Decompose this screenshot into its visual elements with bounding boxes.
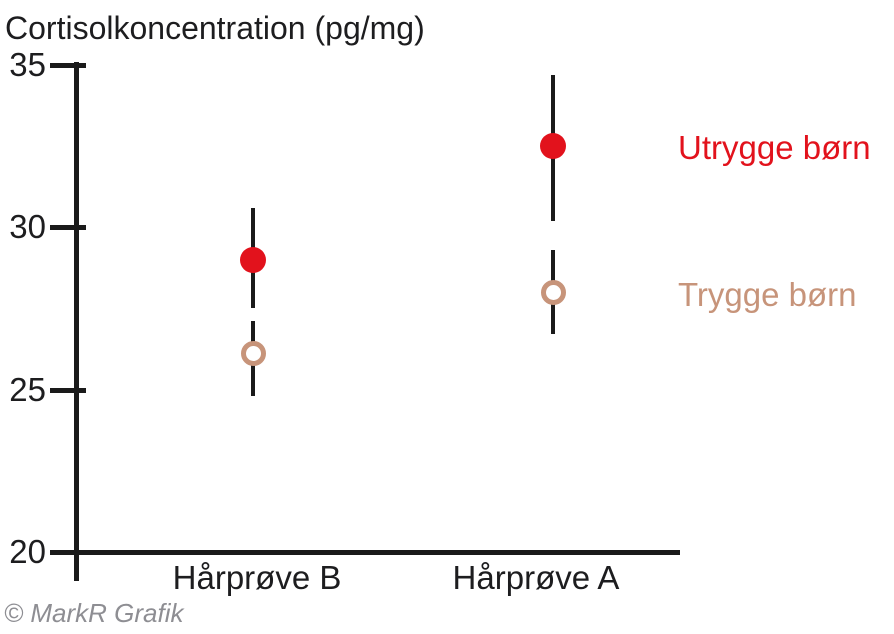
y-tick-label-20: 20: [9, 533, 46, 570]
x-category-label-harprove-a: Hårprøve A: [452, 559, 620, 596]
y-tick-label-35: 35: [9, 46, 46, 83]
y-tick-mark-30: [50, 225, 86, 231]
legend-label-trygge-born: Trygge børn: [678, 276, 857, 313]
y-tick-mark-35: [50, 63, 86, 68]
copyright-text: © MarkR Grafik: [4, 598, 184, 628]
y-tick-label-25: 25: [9, 370, 46, 408]
open-circle-trygge-born-harprove-a: [540, 279, 566, 305]
y-tick-label-30: 30: [9, 208, 46, 246]
x-category-label-harprove-b: Hårprøve B: [172, 559, 342, 596]
filled-circle-utrygge-born-harprove-b: [240, 246, 266, 273]
chart-title: Cortisolkoncentration (pg/mg): [5, 10, 425, 46]
y-tick-mark-20: [50, 550, 86, 555]
y-axis-line: [74, 62, 79, 581]
filled-circle-utrygge-born-harprove-a: [540, 133, 566, 160]
open-circle-trygge-born-harprove-b: [240, 341, 266, 367]
y-tick-mark-25: [50, 387, 86, 393]
x-axis-line: [50, 550, 680, 555]
legend-label-utrygge-born: Utrygge børn: [678, 129, 871, 166]
